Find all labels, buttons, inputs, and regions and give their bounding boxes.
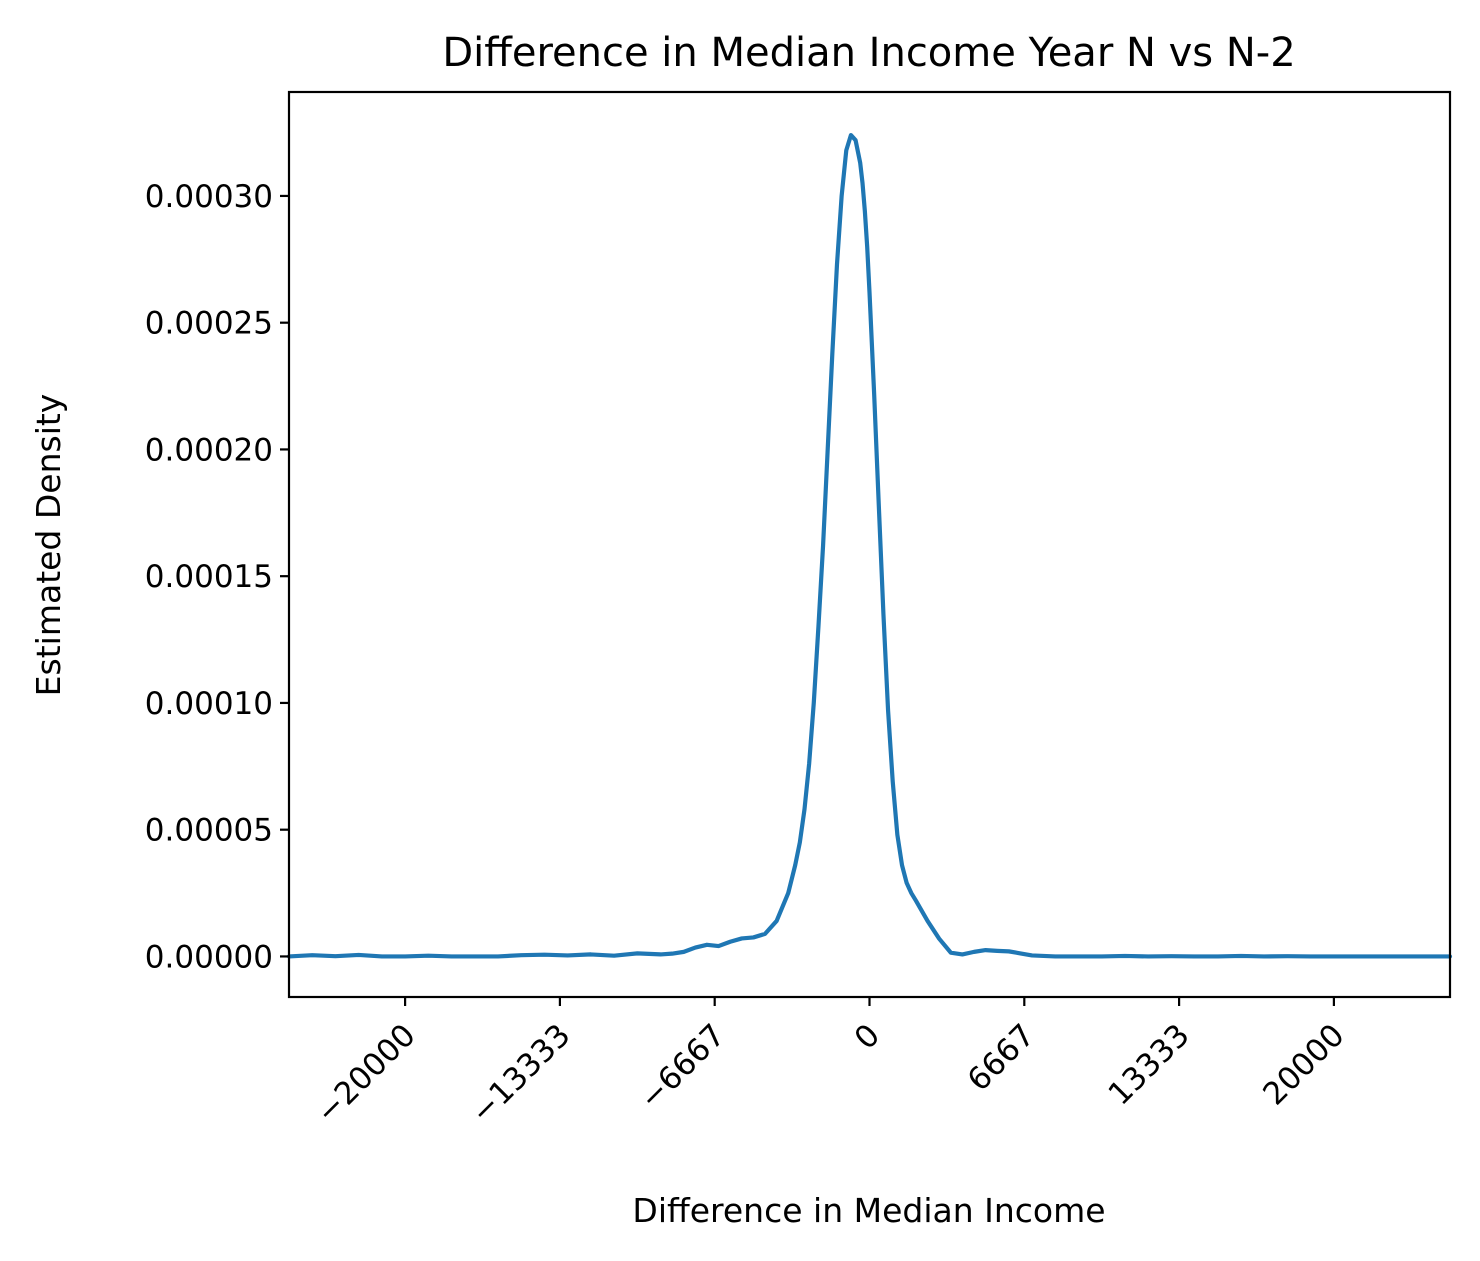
y-tick-label: 0.00030 bbox=[145, 179, 273, 215]
plot-area bbox=[286, 133, 1453, 959]
y-tick-label: 0.00010 bbox=[145, 686, 273, 722]
y-tick-label: 0.00025 bbox=[145, 306, 273, 342]
x-axis-label: Difference in Median Income bbox=[632, 1191, 1105, 1230]
chart-title: Difference in Median Income Year N vs N-… bbox=[442, 30, 1295, 76]
y-tick-label: 0.00015 bbox=[145, 559, 273, 595]
y-tick-label: 0.00000 bbox=[145, 939, 273, 975]
y-tick-label: 0.00020 bbox=[145, 432, 273, 468]
y-tick-label: 0.00005 bbox=[145, 813, 273, 849]
y-axis-ticks: 0.00000 0.00005 0.00010 0.00015 0.00020 0.000… bbox=[145, 179, 289, 975]
density-series-line bbox=[286, 133, 1453, 959]
axes-frame bbox=[287, 90, 1452, 999]
y-axis-label: Estimated Density bbox=[29, 394, 68, 697]
